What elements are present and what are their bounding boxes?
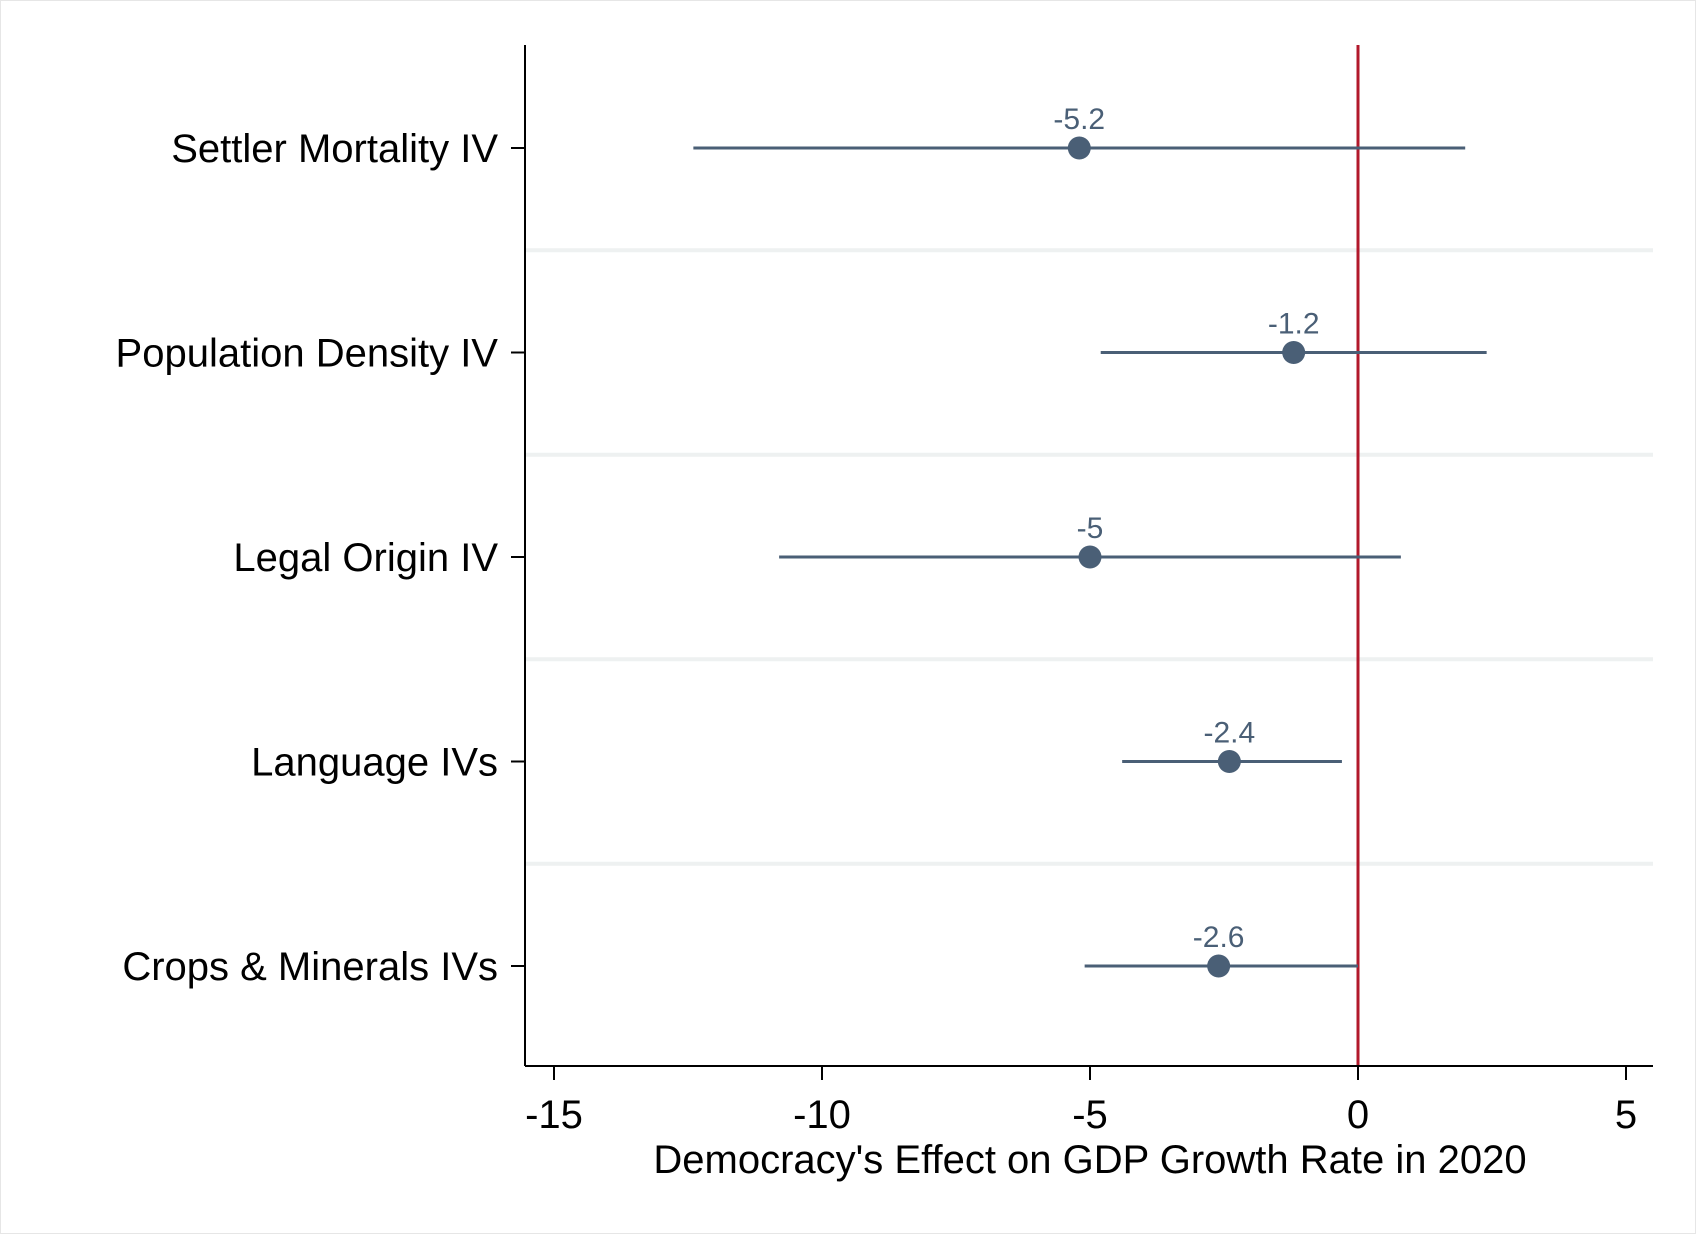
x-tick-label: 5 — [1615, 1093, 1637, 1137]
point-estimate — [1207, 954, 1231, 978]
x-tick-label: -15 — [525, 1093, 583, 1137]
point-estimate — [1282, 341, 1306, 364]
point-estimate — [1067, 136, 1091, 160]
x-axis-title: Democracy's Effect on GDP Growth Rate in… — [653, 1138, 1526, 1182]
y-category-label: Settler Mortality IV — [171, 127, 498, 171]
coefficient-row: Population Density IV -1.2 — [116, 308, 1487, 376]
coefficient-row: Language IVs -2.4 — [251, 717, 1342, 785]
rows-layer: Settler Mortality IV -5.2 Population Densi… — [116, 103, 1487, 989]
x-tick-label: 0 — [1347, 1093, 1369, 1137]
coefficient-row: Crops & Minerals IVs -2.6 — [122, 921, 1358, 989]
coefficient-row: Settler Mortality IV -5.2 — [171, 103, 1466, 171]
estimate-label: -2.4 — [1204, 717, 1256, 750]
estimate-label: -1.2 — [1268, 308, 1320, 341]
y-category-label: Population Density IV — [116, 332, 499, 376]
x-ticks-layer: -15 -10 -5 0 5 — [525, 1066, 1637, 1137]
x-tick-label: -10 — [793, 1093, 851, 1137]
y-category-label: Legal Origin IV — [233, 536, 498, 580]
x-tick-label: -5 — [1072, 1093, 1108, 1137]
point-estimate — [1078, 545, 1102, 569]
estimate-label: -5.2 — [1053, 103, 1105, 136]
estimate-label: -5 — [1077, 512, 1104, 545]
y-category-label: Language IVs — [251, 741, 498, 785]
y-category-label: Crops & Minerals IVs — [122, 945, 498, 989]
coefficient-row: Legal Origin IV -5 — [233, 512, 1401, 580]
point-estimate — [1217, 750, 1241, 773]
grid-layer — [525, 248, 1653, 866]
estimate-label: -2.6 — [1193, 921, 1245, 954]
